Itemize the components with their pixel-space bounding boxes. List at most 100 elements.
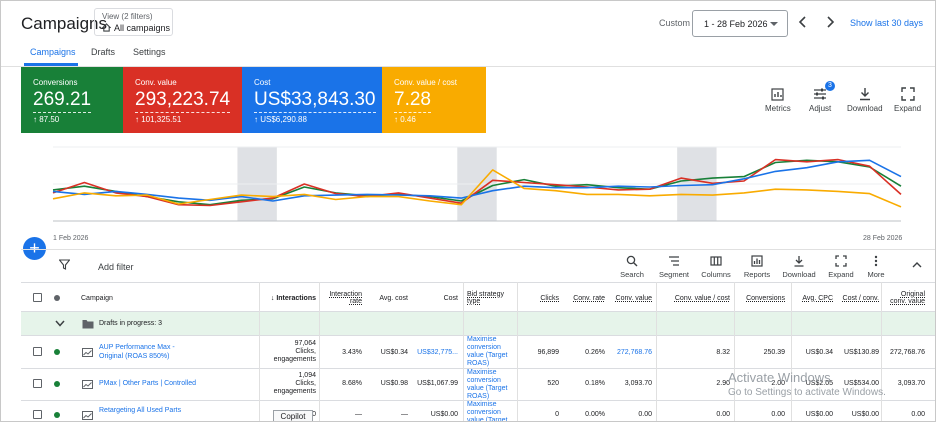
- table-row[interactable]: PMax | Other Parts | Controlled 1,094 Cli…: [21, 369, 935, 401]
- campaign-name-link[interactable]: AUP Performance Max - Original (ROAS 850…: [99, 344, 175, 360]
- folder-icon: [82, 320, 94, 329]
- scorecard-value: 7.28: [394, 89, 431, 113]
- interaction-rate-cell: 8.68%: [342, 380, 362, 387]
- expand-table-button[interactable]: Expand: [819, 255, 863, 279]
- header-interaction-rate[interactable]: Interaction rate: [329, 291, 362, 305]
- campaign-name-link[interactable]: PMax | Other Parts | Controlled: [99, 380, 197, 387]
- performance-max-icon: [82, 380, 93, 389]
- conversions-cell: 250.39: [763, 349, 785, 356]
- download-chart-button[interactable]: Download: [847, 87, 883, 113]
- metrics-label: Metrics: [765, 104, 791, 113]
- adjust-button[interactable]: Adjust: [809, 87, 831, 113]
- header-avg-cost[interactable]: Avg. cost: [379, 294, 408, 302]
- avg-cpc-cell: US$2.05: [805, 380, 833, 387]
- table-row[interactable]: Retargeting All Used Parts 0 — — US$0.00…: [21, 401, 935, 422]
- header-original-conv-value[interactable]: Original conv. value: [890, 291, 925, 305]
- column-divider: [734, 282, 735, 421]
- interaction-rate-cell: 3.43%: [342, 349, 362, 356]
- download-label: Download: [782, 270, 816, 279]
- original-conv-value-cell: 0.00: [911, 411, 925, 418]
- copilot-button[interactable]: Copilot: [273, 410, 313, 421]
- conv-value-cost-cell: 0.00: [716, 411, 730, 418]
- segment-button[interactable]: Segment: [652, 255, 696, 279]
- cost-cell: US$1,067.99: [417, 380, 458, 387]
- chevron-right-icon: [827, 16, 835, 28]
- conv-value-cell[interactable]: 272,768.76: [616, 349, 652, 356]
- download-table-button[interactable]: Download: [777, 255, 821, 279]
- header-clicks[interactable]: Clicks: [540, 294, 559, 302]
- conv-rate-cell: 0.00%: [585, 411, 605, 418]
- column-divider: [656, 282, 657, 421]
- scorecard-label: Conv. value / cost: [394, 78, 457, 87]
- row-checkbox[interactable]: [33, 379, 42, 388]
- table-header-row: Campaign ↓ Interactions Interaction rate…: [21, 282, 935, 312]
- performance-line-chart: [52, 146, 902, 222]
- tab-settings[interactable]: Settings: [133, 47, 166, 57]
- chevron-down-icon[interactable]: [55, 320, 65, 327]
- header-conv-rate[interactable]: Conv. rate: [573, 294, 605, 302]
- tune-icon: [814, 88, 827, 100]
- scorecard-conv-value[interactable]: Conv. value 293,223.74 ↑ 101,325.51: [123, 67, 242, 133]
- header-conv-value[interactable]: Conv. value: [615, 294, 652, 302]
- tab-drafts[interactable]: Drafts: [91, 47, 116, 57]
- download-label: Download: [847, 104, 883, 113]
- header-conversions[interactable]: Conversions: [746, 294, 785, 302]
- conv-value-cost-cell: 8.32: [716, 349, 730, 356]
- conv-rate-cell: 0.18%: [585, 380, 605, 387]
- scorecard-conversions[interactable]: Conversions 269.21 ↑ 87.50: [21, 67, 123, 133]
- date-range-picker[interactable]: 1 - 28 Feb 2026: [692, 10, 788, 37]
- reports-icon: [751, 255, 763, 267]
- table-row[interactable]: AUP Performance Max - Original (ROAS 850…: [21, 336, 935, 369]
- expand-label: Expand: [894, 104, 922, 113]
- scorecard-label: Conversions: [33, 78, 78, 87]
- scorecard-value: 293,223.74: [135, 89, 231, 113]
- drafts-group-row[interactable]: Drafts in progress: 3: [21, 312, 935, 336]
- status-header-icon: [54, 295, 60, 301]
- reports-button[interactable]: Reports: [735, 255, 779, 279]
- bid-strategy-cell[interactable]: Maximise conversion value (Target: [467, 401, 508, 422]
- campaign-name-link[interactable]: Retargeting All Used Parts: [99, 407, 182, 414]
- scorecard-delta: ↑ 87.50: [33, 115, 60, 124]
- select-all-checkbox[interactable]: [33, 293, 42, 302]
- clicks-cell: 96,899: [537, 349, 559, 356]
- view-filter-selector[interactable]: View (2 filters) All campaigns: [94, 8, 173, 36]
- header-interactions[interactable]: ↓ Interactions: [270, 294, 316, 302]
- row-checkbox[interactable]: [33, 410, 42, 419]
- metrics-button[interactable]: Metrics: [765, 87, 791, 113]
- conversions-cell: 2.00: [771, 380, 785, 387]
- header-avg-cpc[interactable]: Avg. CPC: [802, 294, 833, 302]
- more-button[interactable]: More: [854, 255, 898, 279]
- bid-strategy-cell[interactable]: Maximise conversion value (Target ROAS): [467, 336, 508, 367]
- scorecard-value: US$33,843.30: [254, 89, 376, 113]
- page-header: Campaigns View (2 filters) All campaigns…: [1, 1, 935, 43]
- cost-conv-cell: US$0.00: [851, 411, 879, 418]
- create-campaign-button[interactable]: +: [23, 237, 46, 260]
- show-last-30-days-link[interactable]: Show last 30 days: [850, 18, 924, 28]
- header-campaign[interactable]: Campaign: [81, 294, 113, 302]
- expand-chart-button[interactable]: Expand: [894, 87, 921, 113]
- previous-period-button[interactable]: [798, 15, 808, 31]
- header-bid-strategy[interactable]: Bid strategy type: [467, 291, 504, 305]
- next-period-button[interactable]: [825, 15, 835, 31]
- tab-campaigns[interactable]: Campaigns: [30, 47, 76, 57]
- activate-windows-subtitle: Go to Settings to activate Windows.: [728, 387, 886, 398]
- add-filter-button[interactable]: Add filter: [98, 262, 134, 272]
- cost-cell[interactable]: US$32,775...: [417, 349, 458, 356]
- filter-icon[interactable]: [59, 259, 70, 270]
- segment-label: Segment: [658, 270, 690, 279]
- header-conv-value-cost[interactable]: Conv. value / cost: [674, 294, 730, 302]
- scorecard-conv-value-cost[interactable]: Conv. value / cost 7.28 ↑ 0.46: [382, 67, 486, 133]
- columns-button[interactable]: Columns: [694, 255, 738, 279]
- row-checkbox[interactable]: [33, 347, 42, 356]
- columns-label: Columns: [701, 270, 731, 279]
- more-vert-icon: [874, 255, 878, 267]
- header-cost-conv[interactable]: Cost / conv.: [842, 294, 879, 302]
- chevron-up-icon[interactable]: [912, 260, 922, 270]
- status-enabled-icon: [54, 349, 60, 355]
- scorecard-cost[interactable]: Cost US$33,843.30 ↑ US$6,290.88: [242, 67, 382, 133]
- original-conv-value-cell: 272,768.76: [889, 349, 925, 356]
- header-cost[interactable]: Cost: [443, 294, 458, 302]
- bid-strategy-cell[interactable]: Maximise conversion value (Target ROAS): [467, 369, 508, 400]
- search-button[interactable]: Search: [610, 255, 654, 279]
